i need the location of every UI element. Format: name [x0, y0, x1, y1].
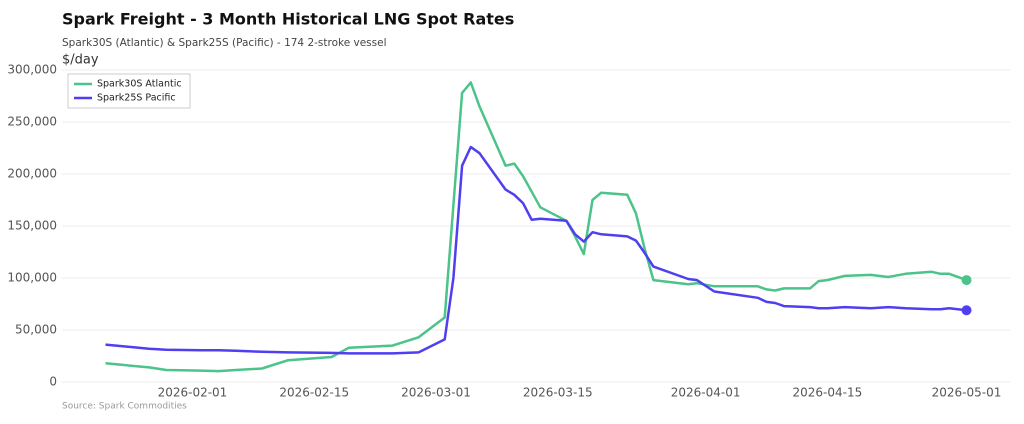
x-tick-label: 2026-03-15 — [523, 386, 593, 400]
y-tick-label: 300,000 — [7, 63, 57, 77]
end-point — [961, 275, 972, 286]
y-tick-label: 200,000 — [7, 167, 57, 181]
end-point — [961, 305, 972, 316]
series-line — [105, 145, 967, 355]
legend-label: Spark25S Pacific — [97, 93, 176, 104]
y-tick-label: 150,000 — [7, 219, 57, 233]
y-tick-label: 250,000 — [7, 115, 57, 129]
y-tick-label: 100,000 — [7, 271, 57, 285]
series-line — [105, 81, 967, 373]
chart-subtitle: Spark30S (Atlantic) & Spark25S (Pacific)… — [62, 37, 387, 49]
x-tick-label: 2026-04-15 — [792, 386, 862, 400]
x-tick-label: 2026-04-01 — [671, 386, 741, 400]
source-note: Source: Spark Commodities — [62, 402, 187, 412]
legend-label: Spark30S Atlantic — [97, 79, 182, 90]
x-tick-label: 2026-05-01 — [932, 386, 1002, 400]
chart-title: Spark Freight - 3 Month Historical LNG S… — [62, 10, 514, 29]
y-axis-label: $/day — [62, 53, 99, 68]
y-tick-label: 50,000 — [15, 323, 57, 337]
y-tick-label: 0 — [49, 375, 57, 389]
x-tick-label: 2026-02-15 — [279, 386, 349, 400]
x-tick-label: 2026-03-01 — [401, 386, 471, 400]
x-tick-label: 2026-02-01 — [158, 386, 228, 400]
legend-box — [67, 73, 191, 109]
